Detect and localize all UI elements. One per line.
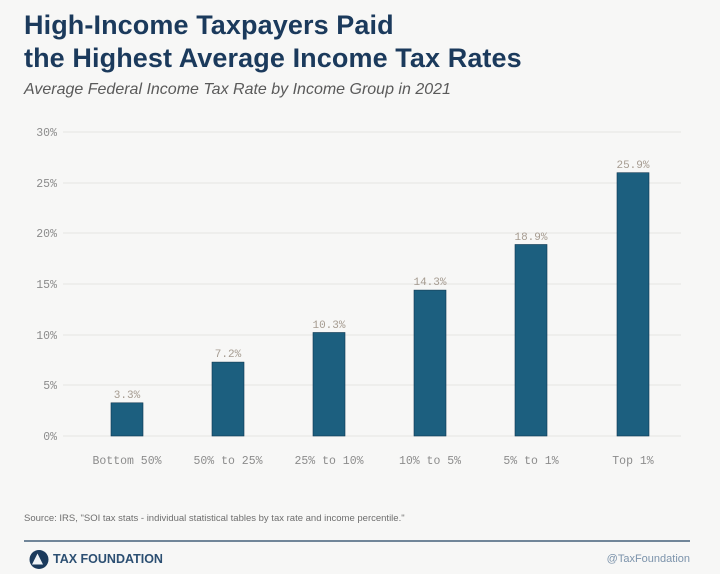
svg-text:14.3%: 14.3% [413,277,446,289]
svg-text:5%: 5% [43,380,57,393]
svg-text:10% to 5%: 10% to 5% [399,455,461,468]
svg-text:7.2%: 7.2% [215,349,242,361]
svg-text:5% to 1%: 5% to 1% [503,455,558,468]
svg-text:25%: 25% [36,178,57,191]
svg-text:30%: 30% [36,127,57,140]
svg-text:3.3%: 3.3% [114,390,141,402]
svg-text:15%: 15% [36,279,57,292]
svg-text:18.9%: 18.9% [514,232,547,244]
svg-text:TAX FOUNDATION: TAX FOUNDATION [53,552,163,566]
svg-text:Bottom 50%: Bottom 50% [92,455,161,468]
svg-text:50% to 25%: 50% to 25% [193,455,262,468]
svg-text:@TaxFoundation: @TaxFoundation [607,553,690,565]
svg-text:25% to 10%: 25% to 10% [294,455,363,468]
svg-text:Source: IRS, "SOI tax stats -: Source: IRS, "SOI tax stats - individual… [24,513,405,524]
svg-text:0%: 0% [43,431,57,444]
svg-text:10%: 10% [36,330,57,343]
svg-text:20%: 20% [36,228,57,241]
svg-text:10.3%: 10.3% [312,320,345,332]
svg-text:Top 1%: Top 1% [612,455,654,468]
svg-text:25.9%: 25.9% [616,160,649,172]
